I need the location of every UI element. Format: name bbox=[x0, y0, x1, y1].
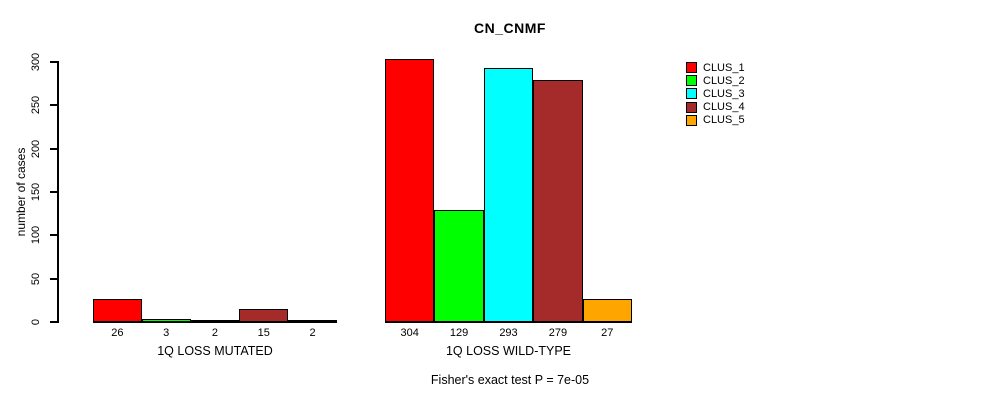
bar-value-label: 129 bbox=[449, 327, 469, 339]
y-tick bbox=[50, 234, 57, 237]
chart-title: CN_CNMF bbox=[474, 20, 546, 36]
group-label: 1Q LOSS MUTATED bbox=[157, 344, 273, 358]
bar-value-label: 304 bbox=[400, 327, 419, 339]
y-tick-label: 0 bbox=[30, 318, 42, 326]
bar-value-label: 2 bbox=[309, 327, 316, 339]
legend-label: CLUS_1 bbox=[703, 61, 745, 74]
y-axis-label: number of cases bbox=[14, 147, 28, 237]
y-tick bbox=[50, 321, 57, 323]
legend-swatch-icon bbox=[686, 101, 697, 113]
legend-item: CLUS_4 bbox=[686, 101, 745, 114]
legend-swatch-icon bbox=[686, 114, 697, 126]
bar-clus_4 bbox=[533, 80, 583, 322]
legend-swatch-icon bbox=[686, 62, 697, 74]
bar-value-label: 26 bbox=[111, 327, 124, 339]
y-tick-label: 50 bbox=[30, 272, 42, 285]
bar-value-label: 27 bbox=[601, 327, 614, 339]
legend-label: CLUS_5 bbox=[703, 114, 745, 127]
legend-item: CLUS_5 bbox=[686, 114, 745, 127]
y-tick-label: 150 bbox=[30, 182, 42, 202]
bar-value-label: 293 bbox=[499, 327, 518, 339]
bar-clus_3 bbox=[483, 68, 534, 322]
group-baseline bbox=[385, 320, 632, 323]
legend-item: CLUS_3 bbox=[686, 87, 745, 100]
y-tick-label: 100 bbox=[30, 226, 42, 245]
bar-clus_5 bbox=[582, 298, 632, 322]
legend-label: CLUS_2 bbox=[703, 74, 745, 87]
bar-value-label: 3 bbox=[163, 327, 170, 339]
y-tick bbox=[50, 147, 57, 150]
y-tick bbox=[50, 191, 57, 193]
bar-clus_1 bbox=[385, 58, 435, 322]
legend-item: CLUS_2 bbox=[686, 74, 745, 87]
footer-note: Fisher's exact test P = 7e-05 bbox=[430, 373, 590, 387]
y-tick bbox=[50, 277, 57, 280]
y-tick-label: 200 bbox=[30, 139, 42, 158]
legend-swatch-icon bbox=[686, 75, 697, 87]
y-tick-label: 250 bbox=[30, 96, 42, 115]
y-axis-line bbox=[56, 61, 59, 323]
legend-label: CLUS_3 bbox=[703, 87, 745, 100]
y-tick bbox=[50, 61, 57, 63]
legend-swatch-icon bbox=[686, 88, 697, 100]
legend-item: CLUS_1 bbox=[686, 61, 745, 74]
bar-value-label: 15 bbox=[257, 327, 270, 339]
bar-clus_1 bbox=[93, 299, 142, 322]
legend-label: CLUS_4 bbox=[703, 101, 745, 114]
legend: CLUS_1 CLUS_2 CLUS_3 CLUS_4 CLUS_5 bbox=[686, 61, 745, 127]
group-baseline bbox=[93, 320, 337, 323]
bar-value-label: 2 bbox=[211, 327, 219, 339]
y-tick-label: 300 bbox=[30, 52, 42, 72]
group-label: 1Q LOSS WILD-TYPE bbox=[445, 344, 572, 358]
bar-clus_2 bbox=[434, 210, 484, 322]
bar-value-label: 279 bbox=[548, 327, 568, 339]
y-tick bbox=[50, 104, 57, 107]
